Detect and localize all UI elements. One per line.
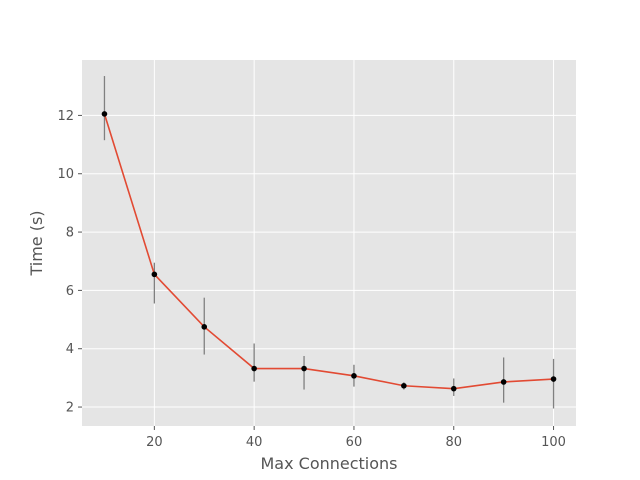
x-tick-label: 60: [346, 435, 363, 450]
y-tick-label: 2: [66, 401, 74, 416]
data-point: [201, 324, 208, 330]
grid: [82, 60, 576, 426]
x-tick-label: 80: [445, 435, 462, 450]
x-tick-label: 20: [146, 435, 163, 450]
data-point: [151, 271, 158, 278]
data-point: [351, 373, 357, 379]
data-points: [101, 111, 557, 392]
series-line: [103, 113, 554, 390]
data-point: [550, 376, 557, 382]
data-point: [101, 111, 108, 117]
data-point: [401, 382, 407, 389]
y-tick-label: 8: [66, 226, 74, 241]
y-tick-label: 10: [57, 167, 74, 182]
y-tick-label: 12: [57, 109, 74, 124]
data-point: [500, 379, 507, 385]
x-tick-label: 100: [541, 435, 566, 450]
data-point: [251, 365, 257, 372]
data-point: [301, 365, 307, 372]
data-point: [450, 385, 457, 392]
x-axis-label: Max Connections: [260, 454, 397, 473]
y-axis-ticks: 2 4 6 8 10 12: [57, 109, 82, 416]
plot-background: [82, 60, 576, 426]
x-axis-ticks: 20 40 60 80 100: [146, 426, 566, 450]
y-tick-label: 6: [66, 284, 74, 299]
y-tick-label: 4: [66, 342, 74, 357]
x-tick-label: 40: [246, 435, 263, 450]
y-axis-label: Time (s): [27, 210, 46, 276]
